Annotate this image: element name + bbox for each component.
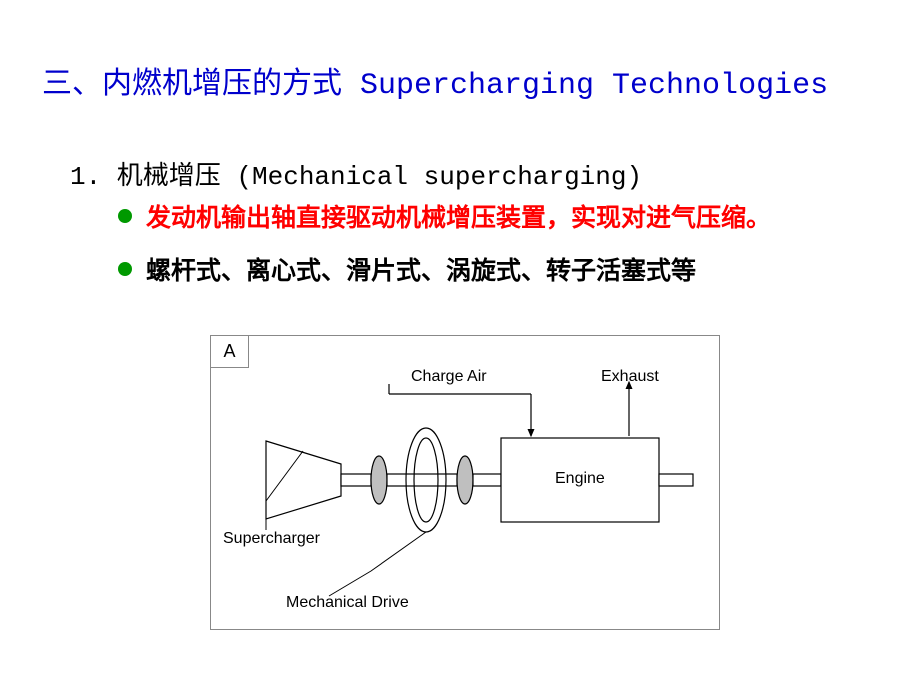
label-engine: Engine xyxy=(555,470,605,488)
bullet-text-2: 螺杆式、离心式、滑片式、涡旋式、转子活塞式等 xyxy=(146,253,696,292)
bullet-list: 发动机输出轴直接驱动机械增压装置，实现对进气压缩。 螺杆式、离心式、滑片式、涡旋… xyxy=(118,200,838,306)
bullet-item-1: 发动机输出轴直接驱动机械增压装置，实现对进气压缩。 xyxy=(118,200,838,239)
bullet-item-2: 螺杆式、离心式、滑片式、涡旋式、转子活塞式等 xyxy=(118,253,838,292)
bullet-dot-icon xyxy=(118,262,132,276)
label-exhaust: Exhaust xyxy=(601,368,659,386)
bullet-text-1: 发动机输出轴直接驱动机械增压装置，实现对进气压缩。 xyxy=(146,200,771,239)
bullet-dot-icon xyxy=(118,209,132,223)
label-charge-air: Charge Air xyxy=(411,368,487,386)
diagram-panel: A xyxy=(210,335,720,630)
section-heading: 1. 机械增压 (Mechanical supercharging) xyxy=(70,155,642,192)
label-mechanical-drive: Mechanical Drive xyxy=(286,594,409,612)
label-supercharger: Supercharger xyxy=(223,530,320,548)
page-title: 三、内燃机增压的方式 Supercharging Technologies xyxy=(42,58,828,103)
